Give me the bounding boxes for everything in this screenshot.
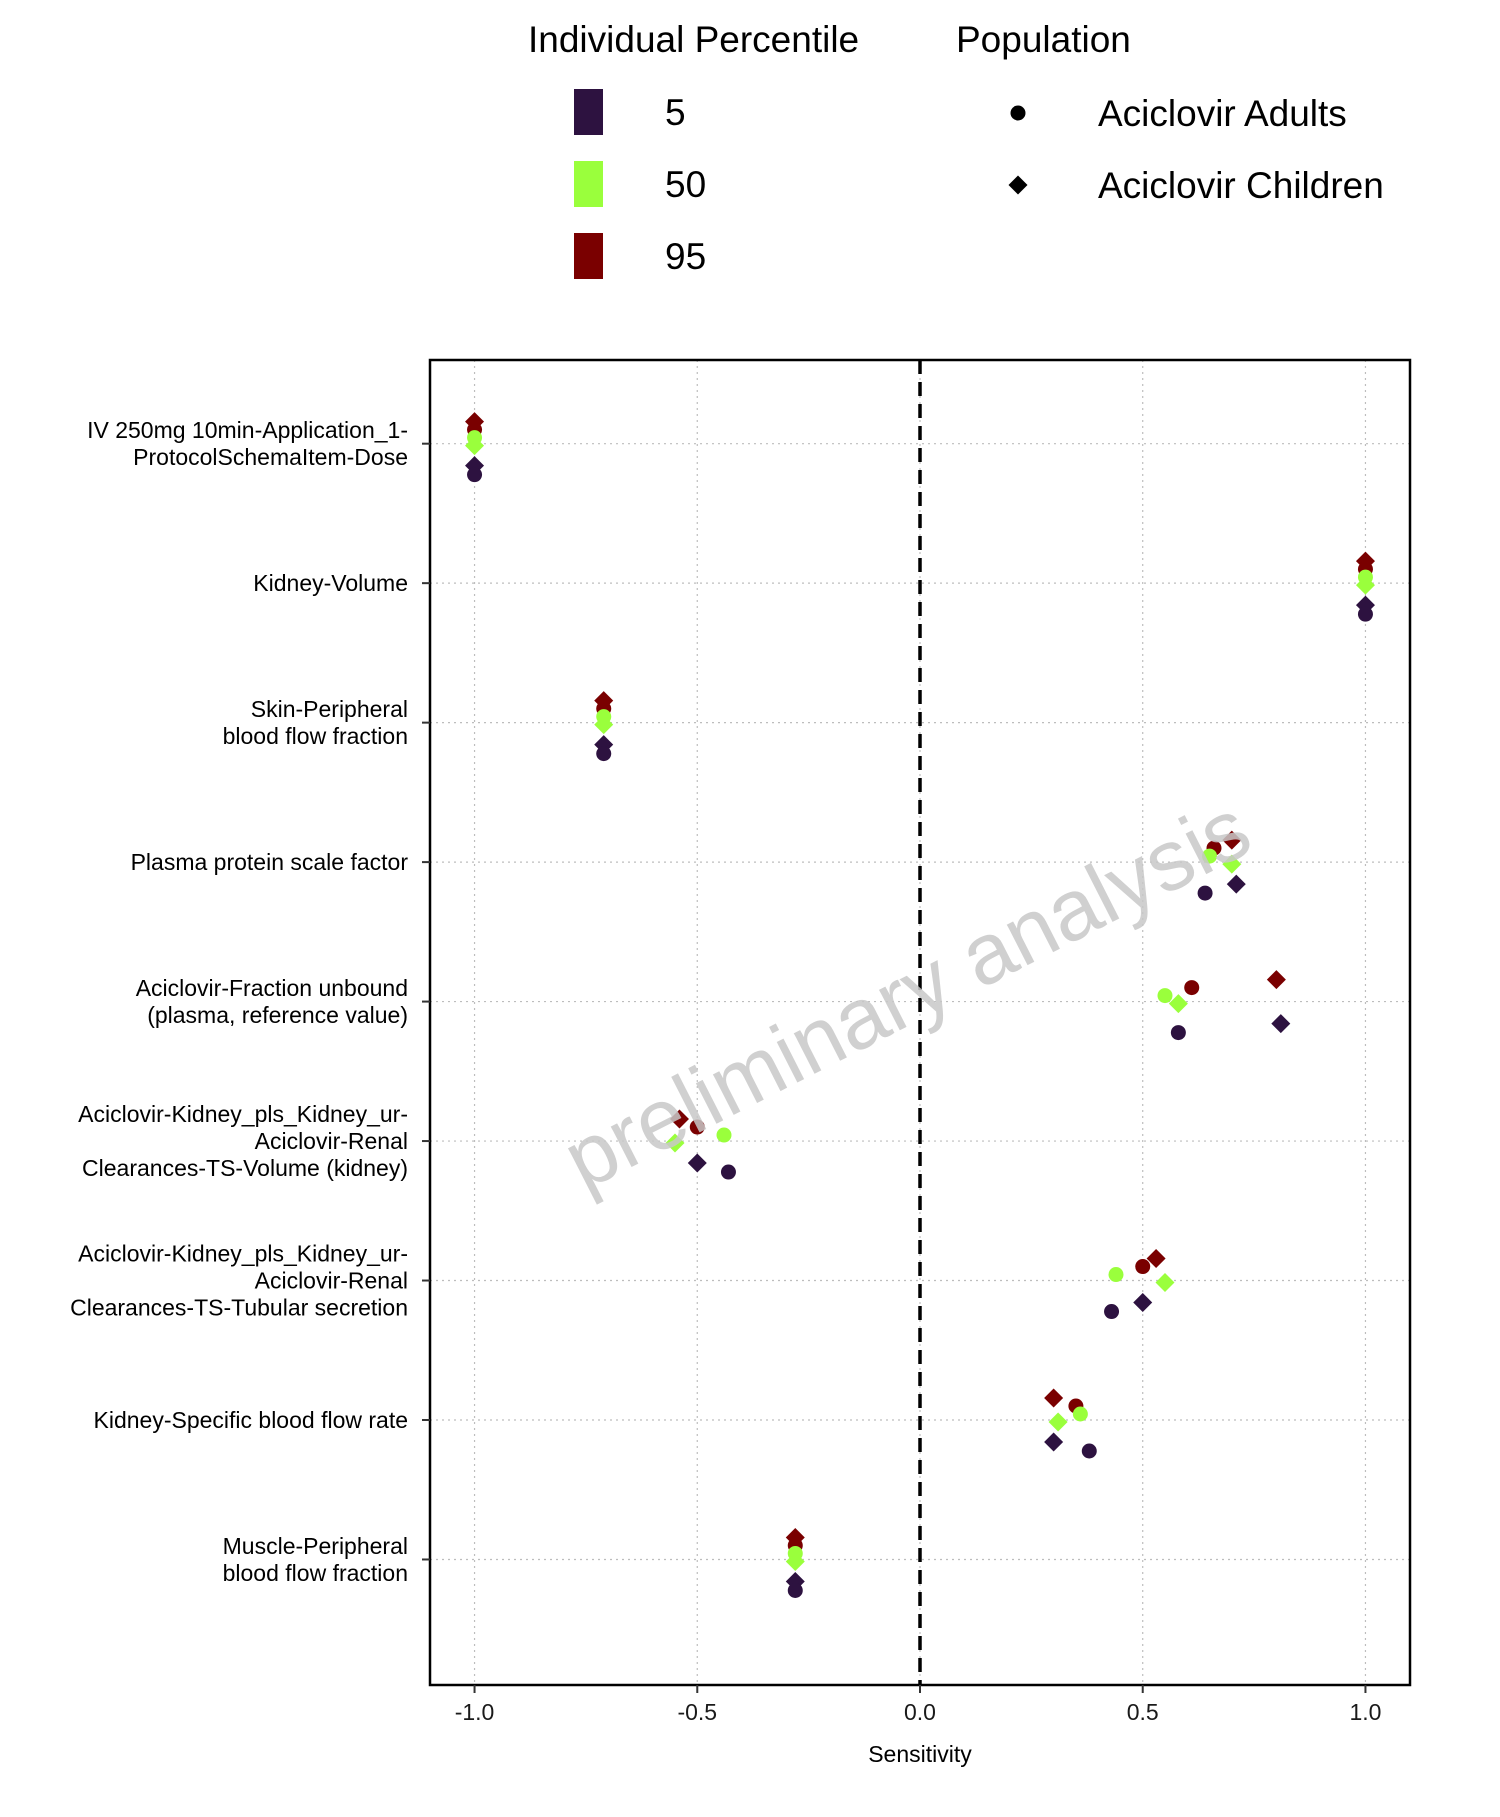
adult-p5-point bbox=[1357, 606, 1373, 622]
x-tick-label: 0.5 bbox=[1127, 1699, 1159, 1725]
adult-p5-point bbox=[596, 746, 612, 762]
adult-p5-point bbox=[1081, 1443, 1097, 1459]
child-p50-point bbox=[1355, 575, 1375, 595]
legend-shape-children bbox=[1008, 175, 1028, 195]
child-p5-point bbox=[1044, 1432, 1064, 1452]
adult-p95-point bbox=[1184, 980, 1200, 996]
adult-p5-point bbox=[787, 1582, 803, 1598]
legend-label-adults: Aciclovir Adults bbox=[1098, 93, 1347, 134]
y-tick-label: blood flow fraction bbox=[223, 1560, 408, 1586]
adult-p5-point bbox=[720, 1164, 736, 1180]
y-tick-label: Kidney-Specific blood flow rate bbox=[94, 1407, 409, 1433]
legend-swatch-p95 bbox=[574, 233, 603, 279]
child-p5-point bbox=[1133, 1293, 1153, 1313]
adult-p5-point bbox=[1104, 1304, 1120, 1320]
adult-p5-point bbox=[1170, 1025, 1186, 1041]
x-tick-label: -0.5 bbox=[677, 1699, 717, 1725]
y-tick-label: blood flow fraction bbox=[223, 723, 408, 749]
adult-p95-point bbox=[689, 1119, 705, 1135]
x-tick-label: 1.0 bbox=[1349, 1699, 1381, 1725]
child-p50-point bbox=[1168, 994, 1188, 1014]
child-p95-point bbox=[1146, 1249, 1166, 1269]
legend-title-percentile: Individual Percentile bbox=[528, 19, 859, 60]
y-tick-label: Kidney-Volume bbox=[253, 570, 408, 596]
y-tick-label: Plasma protein scale factor bbox=[131, 849, 409, 875]
y-tick-label: Aciclovir-Kidney_pls_Kidney_ur- bbox=[78, 1101, 408, 1127]
data-points bbox=[465, 412, 1375, 1598]
child-p95-point bbox=[1222, 830, 1242, 850]
child-p5-point bbox=[687, 1153, 707, 1173]
adult-p50-point bbox=[1157, 988, 1173, 1004]
adult-p50-point bbox=[1202, 848, 1218, 864]
y-tick-label: Clearances-TS-Tubular secretion bbox=[70, 1295, 408, 1321]
child-p95-point bbox=[669, 1109, 689, 1129]
legend: Individual Percentile Population 5 50 95 Ac… bbox=[528, 19, 1384, 279]
legend-shape-adults bbox=[1010, 105, 1026, 121]
child-p50-point bbox=[1048, 1412, 1068, 1432]
child-p50-point bbox=[1222, 854, 1242, 874]
y-tick-label: (plasma, reference value) bbox=[147, 1002, 408, 1028]
adult-p5-point bbox=[1197, 885, 1213, 901]
y-tick-label: Clearances-TS-Volume (kidney) bbox=[82, 1155, 408, 1181]
x-tick-label: 0.0 bbox=[904, 1699, 936, 1725]
child-p50-point bbox=[665, 1133, 685, 1153]
legend-label-p5: 5 bbox=[665, 92, 686, 133]
y-tick-label: Muscle-Peripheral bbox=[223, 1533, 408, 1559]
adult-p95-point bbox=[1135, 1259, 1151, 1275]
adult-p50-point bbox=[1108, 1267, 1124, 1283]
child-p95-point bbox=[1266, 970, 1286, 990]
child-p50-point bbox=[465, 436, 485, 456]
child-p95-point bbox=[1044, 1388, 1064, 1408]
y-tick-label: Aciclovir-Renal bbox=[255, 1268, 408, 1294]
axes: Sensitivity -1.0 -0.5 0.0 0.5 1.0 IV 250mg 10… bbox=[70, 358, 1412, 1767]
y-tick-label: IV 250mg 10min-Application_1- bbox=[87, 417, 408, 443]
y-tick-label: Aciclovir-Renal bbox=[255, 1128, 408, 1154]
child-p50-point bbox=[594, 715, 614, 735]
y-tick-label: Aciclovir-Fraction unbound bbox=[136, 975, 408, 1001]
watermark-text: preliminary analysis bbox=[549, 780, 1265, 1208]
x-axis-title: Sensitivity bbox=[868, 1741, 972, 1767]
grid bbox=[430, 360, 1410, 1685]
child-p50-point bbox=[1155, 1273, 1175, 1293]
child-p5-point bbox=[1271, 1014, 1291, 1034]
adult-p50-point bbox=[1072, 1406, 1088, 1422]
child-p50-point bbox=[785, 1551, 805, 1571]
y-tick-label: ProtocolSchemaItem-Dose bbox=[133, 444, 408, 470]
x-tick-label: -1.0 bbox=[455, 1699, 495, 1725]
adult-p5-point bbox=[467, 467, 483, 483]
adult-p50-point bbox=[716, 1127, 732, 1143]
legend-title-population: Population bbox=[956, 19, 1131, 60]
legend-swatch-p50 bbox=[574, 161, 603, 207]
child-p5-point bbox=[1226, 874, 1246, 894]
legend-label-p50: 50 bbox=[665, 164, 706, 205]
y-tick-label: Skin-Peripheral bbox=[251, 696, 408, 722]
legend-label-p95: 95 bbox=[665, 236, 706, 277]
legend-swatch-p5 bbox=[574, 89, 603, 135]
y-tick-label: Aciclovir-Kidney_pls_Kidney_ur- bbox=[78, 1241, 408, 1267]
legend-label-children: Aciclovir Children bbox=[1098, 165, 1384, 206]
